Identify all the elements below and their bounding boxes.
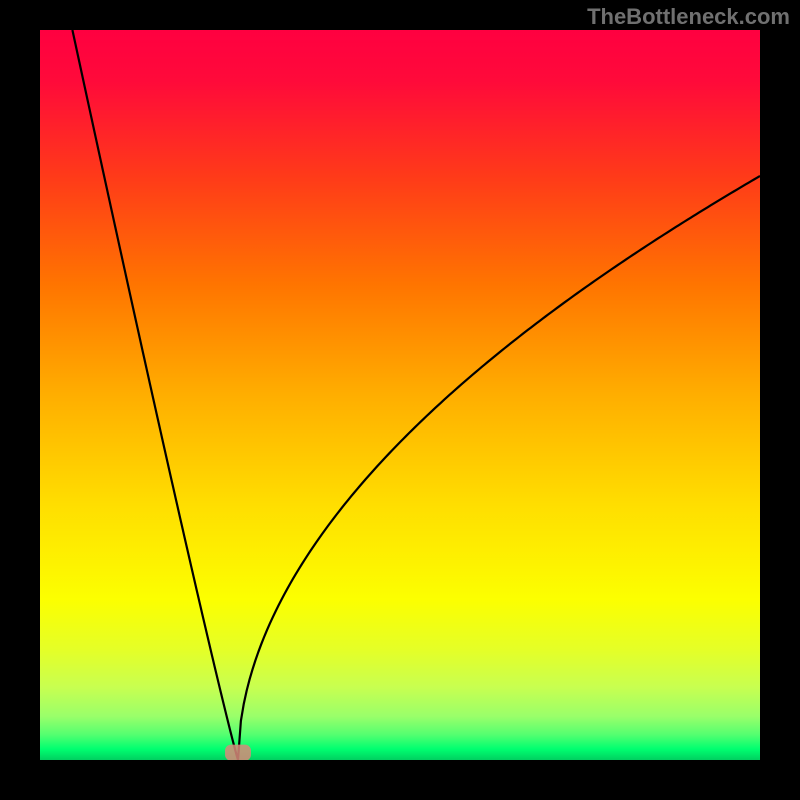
optimal-marker — [225, 745, 251, 760]
gradient-background — [40, 30, 760, 760]
plot-area — [40, 30, 760, 760]
watermark-label: TheBottleneck.com — [587, 4, 790, 30]
chart-container: TheBottleneck.com — [0, 0, 800, 800]
